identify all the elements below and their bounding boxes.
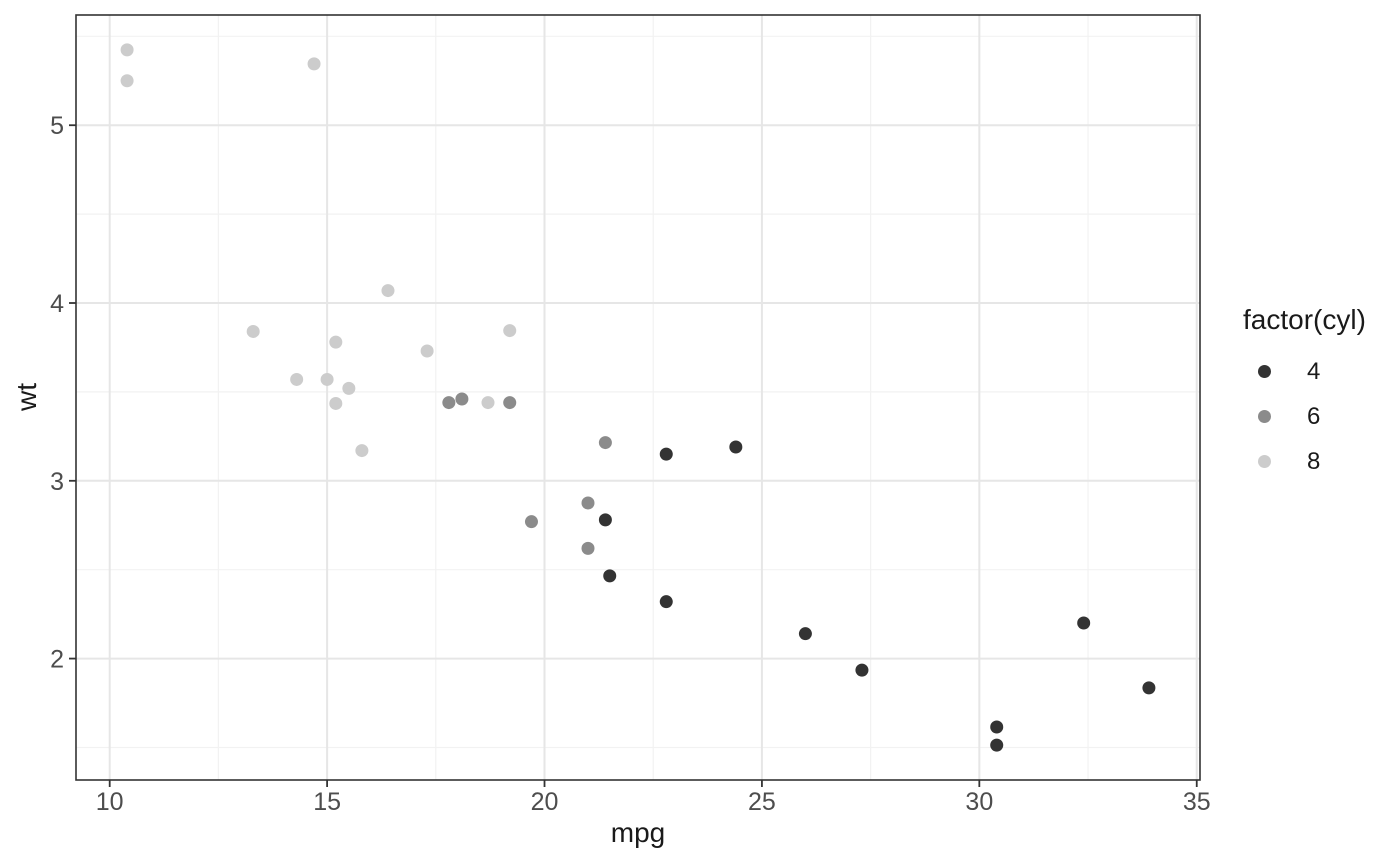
legend-item-cyl8: 8	[1243, 439, 1366, 484]
data-point-cyl4	[990, 720, 1004, 734]
data-point-cyl8	[420, 344, 434, 358]
legend-items: 4 6 8	[1243, 349, 1366, 484]
data-point-cyl4	[729, 440, 743, 454]
legend-item-cyl4: 4	[1243, 349, 1366, 394]
data-point-cyl8	[381, 284, 395, 298]
x-tick-label: 30	[965, 788, 993, 816]
y-tick-label: 4	[50, 290, 64, 318]
data-point-cyl8	[320, 372, 334, 386]
data-point-cyl4	[598, 513, 612, 527]
y-tick-label: 3	[50, 468, 64, 496]
data-point-cyl4	[1142, 681, 1156, 695]
y-axis-title: wt	[11, 383, 42, 411]
data-point-cyl4	[1077, 616, 1091, 630]
y-tick-label: 5	[50, 112, 64, 140]
data-point-cyl6	[581, 541, 595, 555]
data-point-cyl8	[329, 335, 343, 349]
legend-key-dot-cyl4-icon	[1258, 365, 1271, 378]
data-point-cyl8	[246, 324, 260, 338]
data-point-cyl8	[120, 74, 134, 88]
x-axis-title: mpg	[610, 817, 666, 848]
legend-label-cyl6: 6	[1307, 402, 1321, 430]
legend-label-cyl8: 8	[1307, 447, 1321, 475]
data-point-cyl4	[990, 738, 1004, 752]
legend-item-cyl6: 6	[1243, 394, 1366, 439]
data-point-cyl8	[342, 381, 356, 395]
data-point-cyl4	[798, 627, 812, 641]
data-point-cyl6	[598, 436, 612, 450]
data-point-cyl4	[855, 663, 869, 677]
data-point-cyl8	[329, 396, 343, 410]
data-point-cyl8	[290, 372, 304, 386]
x-tick-label: 10	[96, 788, 124, 816]
y-tick-label: 2	[50, 646, 64, 674]
data-point-cyl8	[120, 43, 134, 57]
x-tick-label: 15	[313, 788, 341, 816]
data-point-cyl6	[524, 515, 538, 529]
data-point-cyl4	[659, 595, 673, 609]
data-point-cyl6	[503, 396, 517, 410]
x-tick-label: 25	[748, 788, 776, 816]
data-point-cyl6	[455, 392, 469, 406]
data-point-cyl4	[659, 447, 673, 461]
data-point-cyl8	[307, 57, 321, 71]
panel-border	[75, 14, 1201, 781]
x-tick-label: 35	[1183, 788, 1211, 816]
legend-title: factor(cyl)	[1243, 304, 1366, 335]
legend-label-cyl4: 4	[1307, 357, 1321, 385]
legend-key-dot-cyl8-icon	[1258, 455, 1271, 468]
data-point-cyl8	[355, 444, 369, 458]
data-point-cyl4	[603, 569, 617, 583]
data-point-cyl8	[481, 396, 495, 410]
legend: factor(cyl) 4 6 8	[1243, 302, 1366, 484]
x-tick-label: 20	[531, 788, 559, 816]
data-point-cyl6	[442, 396, 456, 410]
data-point-cyl6	[581, 496, 595, 510]
data-point-cyl8	[503, 324, 517, 338]
legend-key-dot-cyl6-icon	[1258, 410, 1271, 423]
